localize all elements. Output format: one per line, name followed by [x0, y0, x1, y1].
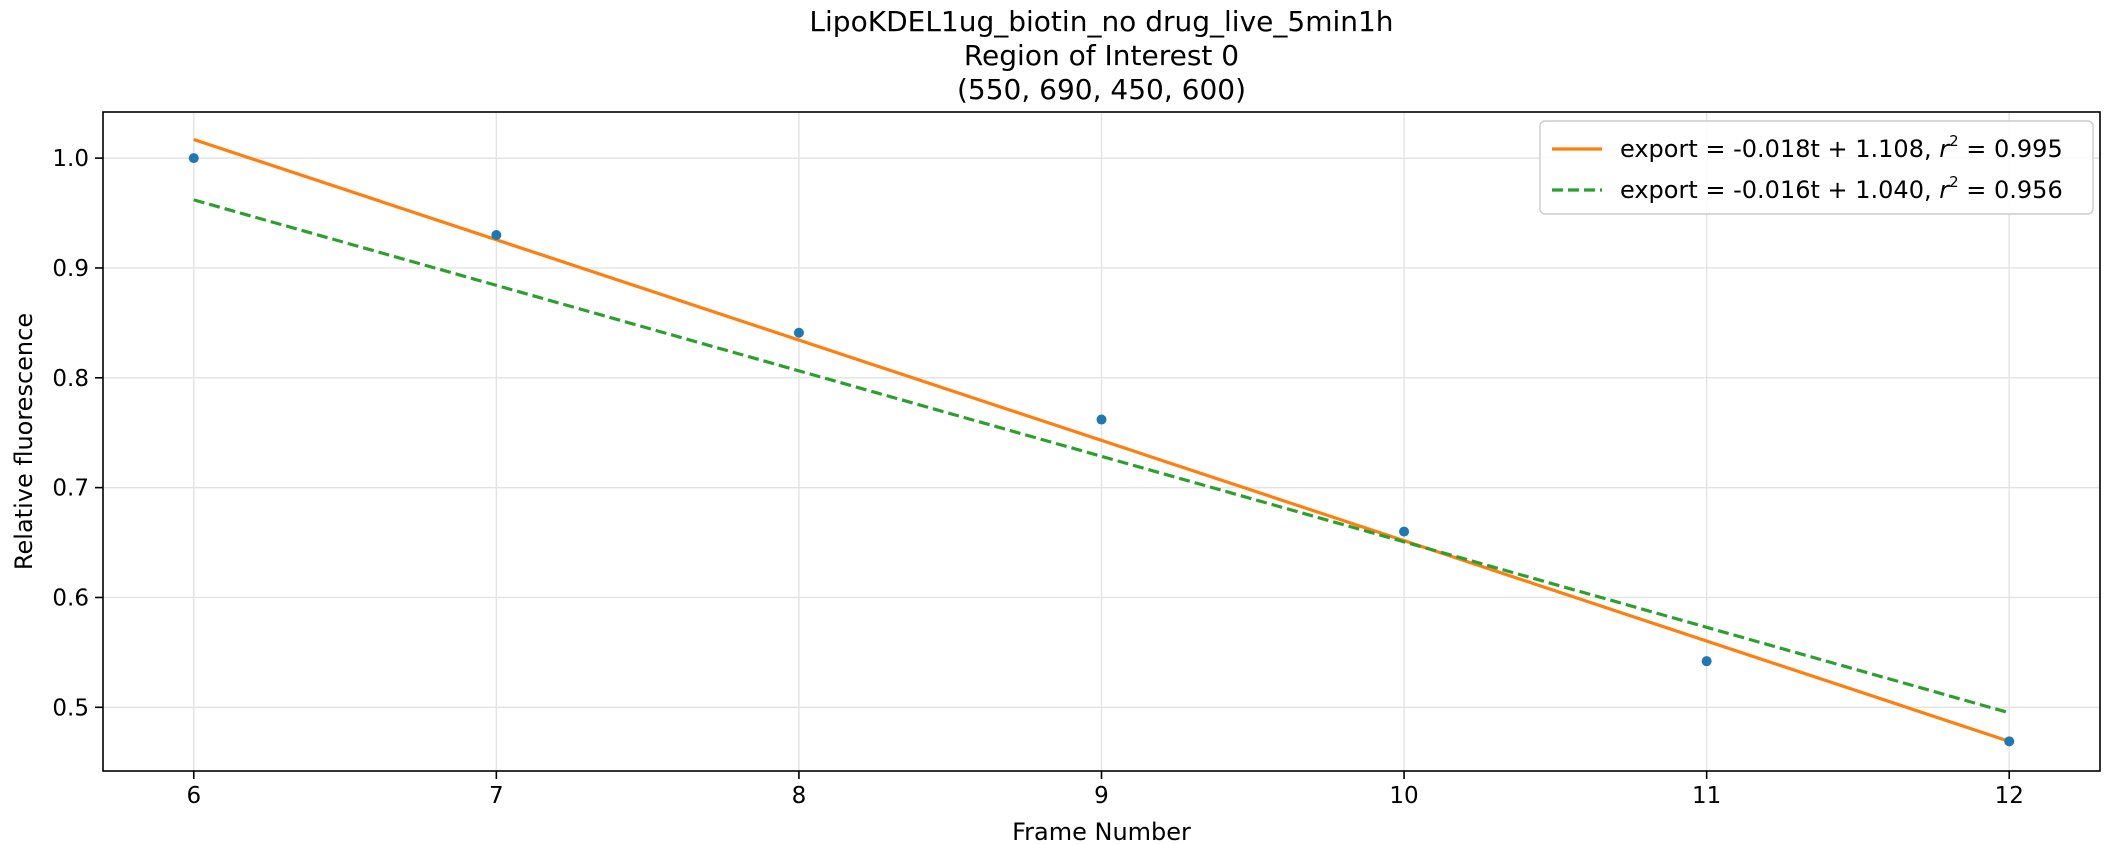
chart-title-line: LipoKDEL1ug_biotin_no drug_live_5min1h — [809, 5, 1393, 38]
x-tick-label: 9 — [1094, 783, 1109, 809]
legend-r2-value: = 0.956 — [1959, 176, 2063, 204]
data-point — [1096, 414, 1107, 425]
data-point — [2004, 736, 2015, 747]
y-tick-label: 0.5 — [52, 695, 89, 721]
y-tick-label: 1.0 — [52, 146, 89, 172]
legend-label-2: export = -0.016t + 1.040, r2 = 0.956 — [1620, 173, 2063, 204]
data-point — [491, 230, 502, 241]
y-tick-label: 0.7 — [52, 476, 89, 502]
x-tick-label: 12 — [1995, 783, 2024, 809]
y-tick-label: 0.8 — [52, 366, 89, 392]
x-tick-label: 10 — [1389, 783, 1418, 809]
chart-title-line: (550, 690, 450, 600) — [957, 73, 1246, 106]
legend-equation: export = -0.016t + 1.040, — [1620, 176, 1939, 204]
data-point — [1399, 526, 1410, 537]
y-axis-label: Relative fluorescence — [10, 313, 38, 570]
fit-line-2 — [193, 198, 2010, 715]
x-tick-label: 7 — [489, 783, 504, 809]
x-tick-label: 6 — [186, 783, 201, 809]
legend: export = -0.018t + 1.108, r2 = 0.995expo… — [1539, 120, 2094, 215]
legend-label-1: export = -0.018t + 1.108, r2 = 0.995 — [1620, 132, 2063, 163]
legend-equation: export = -0.018t + 1.108, — [1620, 135, 1939, 163]
r-symbol: r — [1939, 176, 1951, 204]
x-axis-ticks: 6 7 8 9 10 11 12 — [186, 771, 2024, 809]
x-axis-label: Frame Number — [1012, 818, 1191, 844]
y-tick-label: 0.6 — [52, 585, 89, 611]
data-point — [793, 327, 804, 338]
superscript-2: 2 — [1949, 132, 1959, 150]
legend-r2-value: = 0.995 — [1959, 135, 2063, 163]
legend-box — [1539, 120, 2094, 215]
y-tick-label: 0.9 — [52, 256, 89, 282]
x-tick-label: 11 — [1692, 783, 1721, 809]
data-points — [188, 153, 2015, 747]
data-point — [1701, 656, 1712, 667]
chart-title-line: Region of Interest 0 — [964, 39, 1239, 72]
y-axis-ticks: 0.5 0.6 0.7 0.8 0.9 1.0 — [52, 146, 103, 721]
x-tick-label: 8 — [792, 783, 807, 809]
superscript-2: 2 — [1949, 173, 1959, 191]
chart-title: LipoKDEL1ug_biotin_no drug_live_5min1hRe… — [809, 5, 1393, 106]
r-symbol: r — [1939, 135, 1951, 163]
data-point — [188, 153, 199, 164]
